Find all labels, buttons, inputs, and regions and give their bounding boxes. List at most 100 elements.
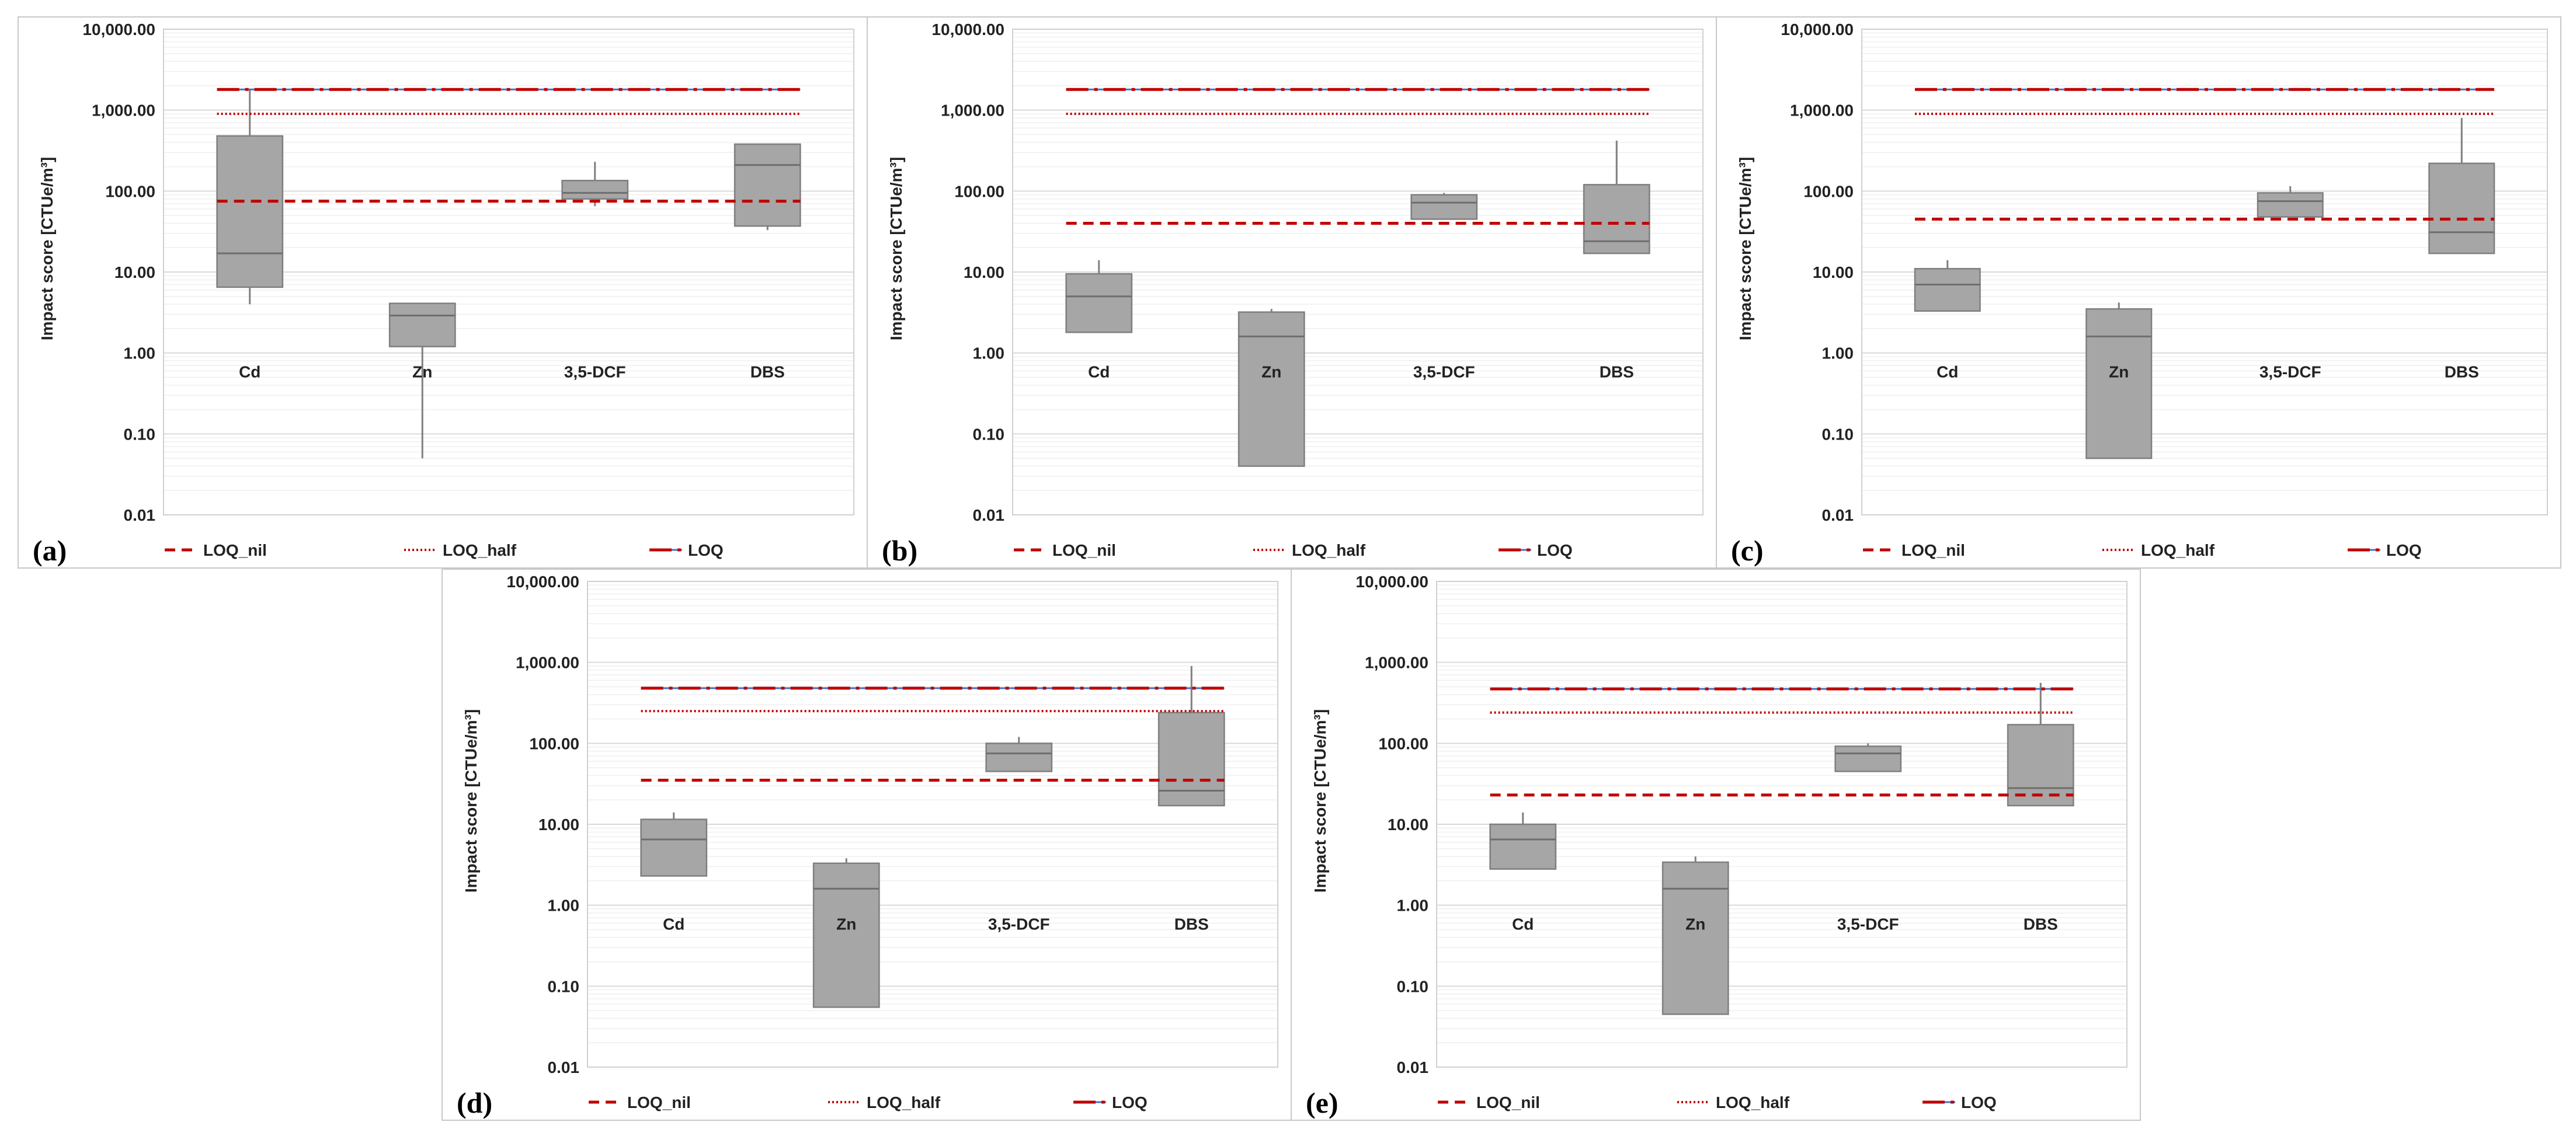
category-label-zn: Zn: [1685, 915, 1705, 933]
legend-loq-label: LOQ: [1961, 1093, 1997, 1111]
chart-e-svg: 0.01 0.10 1.00 10.00 100.00 1,000.00 10,000.00…: [1306, 573, 2127, 1119]
y-tick-label: 1.00: [548, 897, 580, 915]
category-label-dbs: DBS: [2024, 915, 2058, 933]
plot-area-border: [163, 29, 854, 515]
y-tick-label: 1,000.00: [92, 102, 155, 120]
y-tick-label: 0.01: [1397, 1058, 1429, 1076]
y-tick-label: 10,000.00: [1781, 20, 1854, 39]
y-tick-label: 1.00: [1397, 897, 1429, 915]
box-zn: [2085, 308, 2153, 459]
category-label-dbs: DBS: [750, 363, 785, 381]
box-dbs: [2007, 724, 2074, 807]
y-tick-label: 0.10: [1397, 977, 1429, 995]
y-tick-label: 0.01: [973, 506, 1005, 524]
box-dbs: [1157, 712, 1225, 807]
category-label-cd: Cd: [1088, 363, 1110, 381]
y-tick-label: 0.10: [973, 425, 1005, 443]
category-label-cd: Cd: [1937, 363, 1958, 381]
chart-panel-a: 0.01 0.10 1.00 10.00 100.00 1,000.00 10,000.00…: [18, 16, 868, 569]
category-label-zn: Zn: [2109, 363, 2129, 381]
category-label-3-5-dcf: 3,5-DCF: [1837, 915, 1899, 933]
legend-loq-nil-label: LOQ_nil: [203, 541, 267, 559]
legend-loq-nil-label: LOQ_nil: [1901, 541, 1965, 559]
chart-panel-b: 0.01 0.10 1.00 10.00 100.00 1,000.00 10,000.00…: [867, 16, 1717, 569]
y-axis-label: Impact score [CTUe/m³]: [887, 157, 905, 340]
plot-area-border: [1861, 29, 2548, 515]
y-tick-label: 100.00: [1378, 734, 1428, 752]
box-dbs: [2428, 162, 2495, 255]
panel-label-d: (d): [457, 1086, 492, 1119]
chart-c-svg: 0.01 0.10 1.00 10.00 100.00 1,000.00 10,000.00…: [1731, 20, 2548, 567]
y-tick-label: 1,000.00: [941, 102, 1004, 120]
plot-area-border: [1436, 581, 2127, 1068]
y-tick-label: 10.00: [1813, 263, 1854, 281]
box-zn: [1661, 861, 1729, 1015]
legend-loq-nil-label: LOQ_nil: [1476, 1093, 1540, 1111]
y-tick-label: 10,000.00: [1355, 573, 1428, 591]
y-tick-label: 1.00: [124, 344, 156, 363]
y-tick-label: 1.00: [973, 344, 1005, 363]
category-label-dbs: DBS: [1600, 363, 1634, 381]
y-tick-label: 10.00: [1388, 816, 1428, 834]
y-tick-label: 100.00: [1803, 182, 1854, 200]
box-3-5-dcf: [2257, 192, 2324, 218]
y-tick-label: 0.01: [124, 506, 156, 524]
y-tick-label: 1,000.00: [1790, 102, 1854, 120]
plot-area-border: [587, 581, 1278, 1068]
y-tick-label: 0.01: [1822, 506, 1854, 524]
y-axis-label: Impact score [CTUe/m³]: [38, 157, 56, 340]
y-tick-label: 10.00: [538, 816, 579, 834]
legend-loq-label: LOQ: [688, 541, 724, 559]
y-tick-label: 0.01: [548, 1058, 580, 1076]
y-tick-label: 10,000.00: [931, 20, 1004, 39]
legend-loq-label: LOQ: [2386, 541, 2422, 559]
box-dbs: [733, 143, 801, 227]
box-cd: [640, 818, 708, 877]
y-tick-label: 1,000.00: [1365, 654, 1428, 672]
y-tick-label: 10,000.00: [506, 573, 579, 591]
y-tick-label: 1.00: [1822, 344, 1854, 363]
category-label-cd: Cd: [663, 915, 684, 933]
chart-panel-c: 0.01 0.10 1.00 10.00 100.00 1,000.00 10,000.00…: [1716, 16, 2561, 569]
y-axis-label: Impact score [CTUe/m³]: [462, 709, 480, 893]
y-tick-label: 1,000.00: [516, 654, 579, 672]
y-tick-label: 100.00: [529, 734, 579, 752]
category-label-3-5-dcf: 3,5-DCF: [988, 915, 1050, 933]
panel-label-b: (b): [882, 534, 917, 567]
panel-label-a: (a): [33, 534, 67, 567]
box-cd: [1489, 823, 1557, 870]
legend-loq-half-label: LOQ_half: [1292, 541, 1366, 559]
y-tick-label: 0.10: [124, 425, 156, 443]
category-label-zn: Zn: [836, 915, 856, 933]
box-zn: [1237, 311, 1305, 467]
category-label-cd: Cd: [239, 363, 260, 381]
y-tick-label: 100.00: [105, 182, 155, 200]
box-3-5-dcf: [561, 180, 629, 200]
category-label-3-5-dcf: 3,5-DCF: [2259, 363, 2321, 381]
chart-a-svg: 0.01 0.10 1.00 10.00 100.00 1,000.00 10,000.00…: [33, 20, 854, 567]
chart-panel-d: 0.01 0.10 1.00 10.00 100.00 1,000.00 10,000.00…: [441, 569, 1292, 1121]
box-cd: [216, 135, 284, 288]
legend-loq-half-label: LOQ_half: [1716, 1093, 1790, 1111]
y-axis-label: Impact score [CTUe/m³]: [1736, 157, 1754, 340]
category-label-dbs: DBS: [2445, 363, 2479, 381]
legend-loq-half-label: LOQ_half: [867, 1093, 941, 1111]
legend-loq-half-label: LOQ_half: [443, 541, 517, 559]
legend-loq-nil-label: LOQ_nil: [627, 1093, 691, 1111]
category-label-3-5-dcf: 3,5-DCF: [1413, 363, 1475, 381]
y-tick-label: 100.00: [954, 182, 1004, 200]
chart-d-svg: 0.01 0.10 1.00 10.00 100.00 1,000.00 10,000.00…: [457, 573, 1278, 1119]
y-tick-label: 10.00: [964, 263, 1004, 281]
y-tick-label: 10,000.00: [82, 20, 155, 39]
box-3-5-dcf: [1834, 745, 1902, 772]
category-label-zn: Zn: [1261, 363, 1281, 381]
category-label-3-5-dcf: 3,5-DCF: [564, 363, 626, 381]
category-label-zn: Zn: [412, 363, 432, 381]
y-axis-label: Impact score [CTUe/m³]: [1311, 709, 1329, 893]
legend-loq-half-label: LOQ_half: [2141, 541, 2215, 559]
legend-loq-nil-label: LOQ_nil: [1052, 541, 1116, 559]
y-tick-label: 10.00: [114, 263, 155, 281]
y-tick-label: 0.10: [1822, 425, 1854, 443]
legend-loq-label: LOQ: [1537, 541, 1573, 559]
box-zn: [812, 862, 880, 1008]
